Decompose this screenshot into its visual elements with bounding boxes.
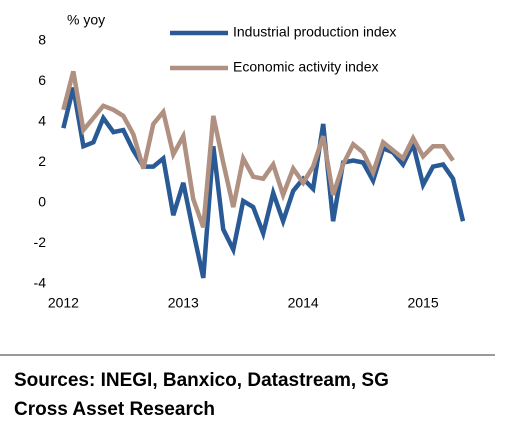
y-tick-label: -4 — [34, 275, 47, 291]
series-line — [61, 87, 466, 279]
x-tick-label: 2012 — [48, 295, 79, 311]
y-tick-label: 8 — [38, 32, 46, 48]
series-line — [61, 70, 455, 229]
y-tick-label: -2 — [34, 234, 47, 250]
legend-label: Economic activity index — [233, 59, 379, 75]
legend-label: Industrial production index — [233, 24, 396, 40]
y-tick-label: 6 — [38, 72, 46, 88]
source-line: Sources: INEGI, Banxico, Datastream, SG — [14, 370, 389, 391]
y-axis-label: % yoy — [67, 12, 105, 28]
x-tick-label: 2014 — [288, 295, 319, 311]
y-tick-label: 2 — [38, 153, 46, 169]
y-tick-label: 4 — [38, 113, 46, 129]
x-tick-label: 2015 — [407, 295, 438, 311]
source-line: Cross Asset Research — [14, 399, 215, 420]
x-tick-label: 2013 — [168, 295, 199, 311]
y-tick-label: 0 — [38, 194, 46, 210]
